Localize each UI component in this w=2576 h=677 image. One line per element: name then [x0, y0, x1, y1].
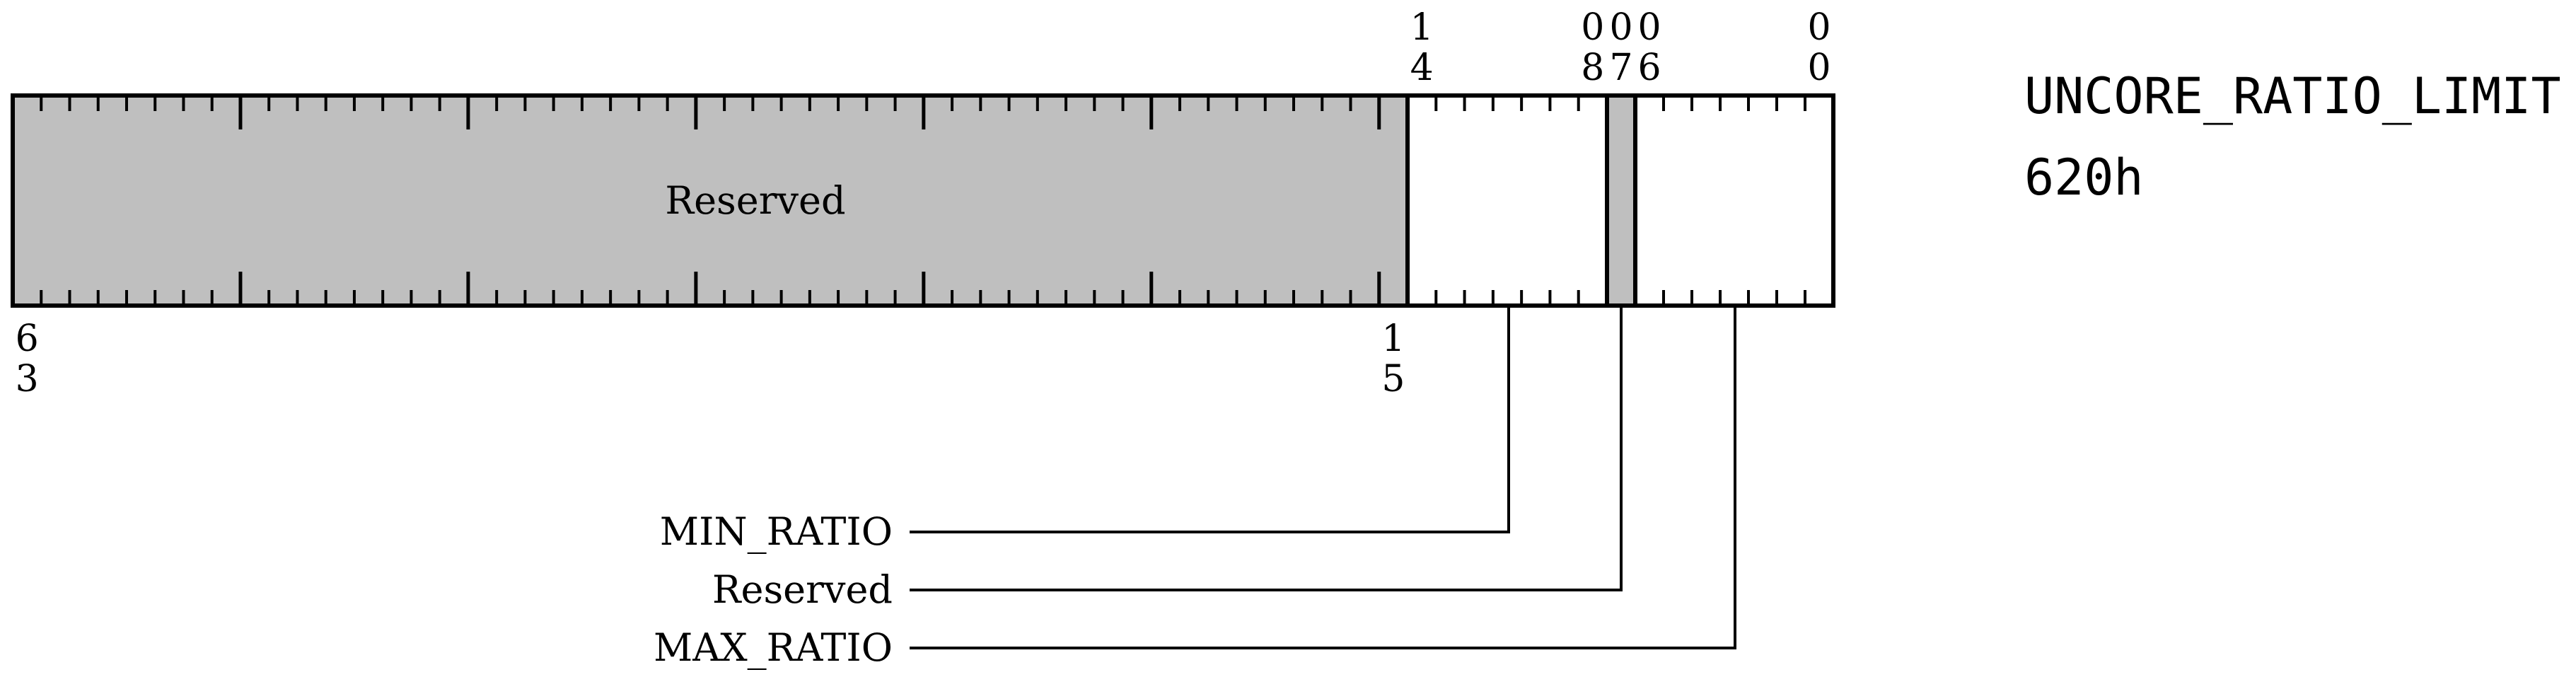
bit-label-top-8: 0	[1581, 6, 1604, 49]
fields-layer	[13, 96, 1833, 306]
field-reserved-2	[1607, 96, 1635, 306]
callout-label-reserved: Reserved	[712, 567, 893, 612]
bit-label-bottom-15: 1	[1381, 318, 1405, 360]
reserved-field-label: Reserved	[665, 178, 845, 223]
register-outline	[11, 93, 1835, 308]
bit-label-top-6: 6	[1637, 47, 1661, 89]
callout-leader-line	[910, 306, 1510, 533]
bit-label-top-8: 8	[1581, 47, 1604, 89]
bit-label-top-14: 1	[1410, 6, 1434, 49]
dividers-layer	[1405, 96, 1637, 306]
bit-label-top-0: 0	[1807, 6, 1831, 49]
bit-label-bottom-63: 6	[16, 318, 39, 360]
field-reserved-0	[13, 96, 1408, 306]
callout-label-max-ratio: MAX_RATIO	[654, 625, 893, 670]
bit-label-bottom-63: 3	[16, 358, 39, 400]
callout-leader-line	[910, 306, 1623, 591]
callout-leader-line	[910, 306, 1736, 649]
field-min-ratio-1	[1408, 96, 1607, 306]
bit-label-top-0: 0	[1807, 47, 1831, 89]
bit-label-bottom-15: 5	[1381, 358, 1405, 400]
bit-label-top-14: 4	[1410, 47, 1434, 89]
callout-label-min-ratio: MIN_RATIO	[660, 509, 893, 554]
register-name: UNCORE_RATIO_LIMIT	[2024, 67, 2561, 125]
register-address: 620h	[2024, 149, 2144, 207]
bit-label-top-6: 0	[1637, 6, 1661, 49]
field-max-ratio-3	[1635, 96, 1833, 306]
bit-label-top-7: 0	[1609, 6, 1632, 49]
callouts-layer: MIN_RATIO Reserved MAX_RATIO	[654, 306, 1736, 670]
ticks-layer	[40, 96, 1806, 306]
bit-label-top-7: 7	[1609, 47, 1632, 89]
